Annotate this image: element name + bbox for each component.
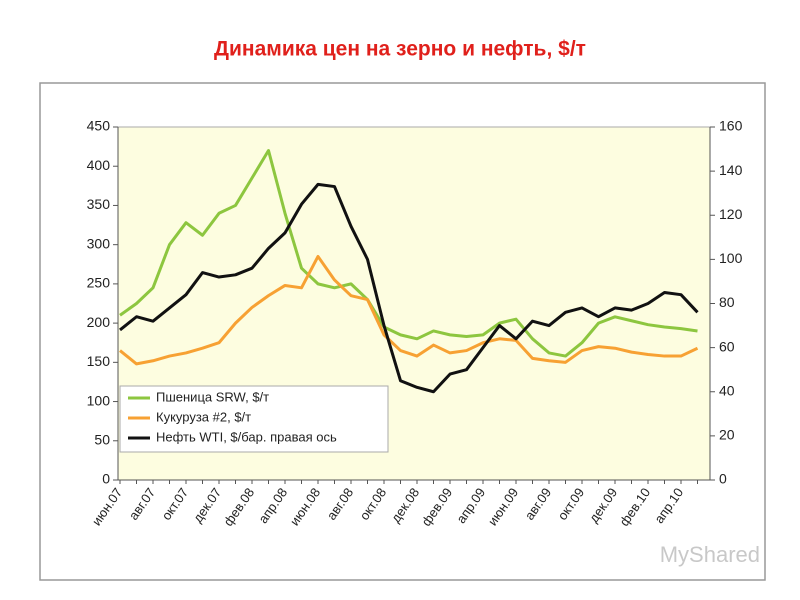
y2-tick-label: 60 bbox=[719, 338, 735, 354]
legend-label: Нефть WTI, $/бар. правая ось bbox=[156, 429, 337, 444]
y2-tick-label: 0 bbox=[719, 471, 727, 487]
y2-tick-label: 20 bbox=[719, 427, 735, 443]
watermark: MyShared bbox=[660, 542, 760, 567]
series-line bbox=[119, 254, 699, 366]
legend-label: Пшеница SRW, $/т bbox=[156, 389, 269, 404]
y-tick-label: 400 bbox=[87, 157, 111, 173]
y-tick-label: 150 bbox=[87, 353, 111, 369]
y-tick-label: 350 bbox=[87, 196, 111, 212]
y-tick-label: 50 bbox=[94, 431, 110, 447]
y-tick-label: 250 bbox=[87, 275, 111, 291]
chart-title: Динамика цен на зерно и нефть, $/т bbox=[214, 38, 586, 61]
y2-tick-label: 120 bbox=[719, 206, 743, 222]
series-line bbox=[119, 182, 699, 394]
y-tick-label: 200 bbox=[87, 314, 111, 330]
y2-tick-label: 80 bbox=[719, 294, 735, 310]
legend-box bbox=[119, 385, 389, 453]
legend-label: Кукуруза #2, $/т bbox=[156, 409, 251, 424]
y-tick-label: 100 bbox=[87, 392, 111, 408]
series-line bbox=[119, 149, 698, 358]
y2-tick-label: 40 bbox=[719, 382, 735, 398]
y-tick-label: 450 bbox=[87, 118, 111, 134]
y2-tick-label: 100 bbox=[719, 250, 743, 266]
y-tick-label: 300 bbox=[87, 235, 111, 251]
y2-tick-label: 160 bbox=[719, 118, 743, 134]
y-tick-label: 0 bbox=[102, 471, 110, 487]
y2-tick-label: 140 bbox=[719, 162, 743, 178]
